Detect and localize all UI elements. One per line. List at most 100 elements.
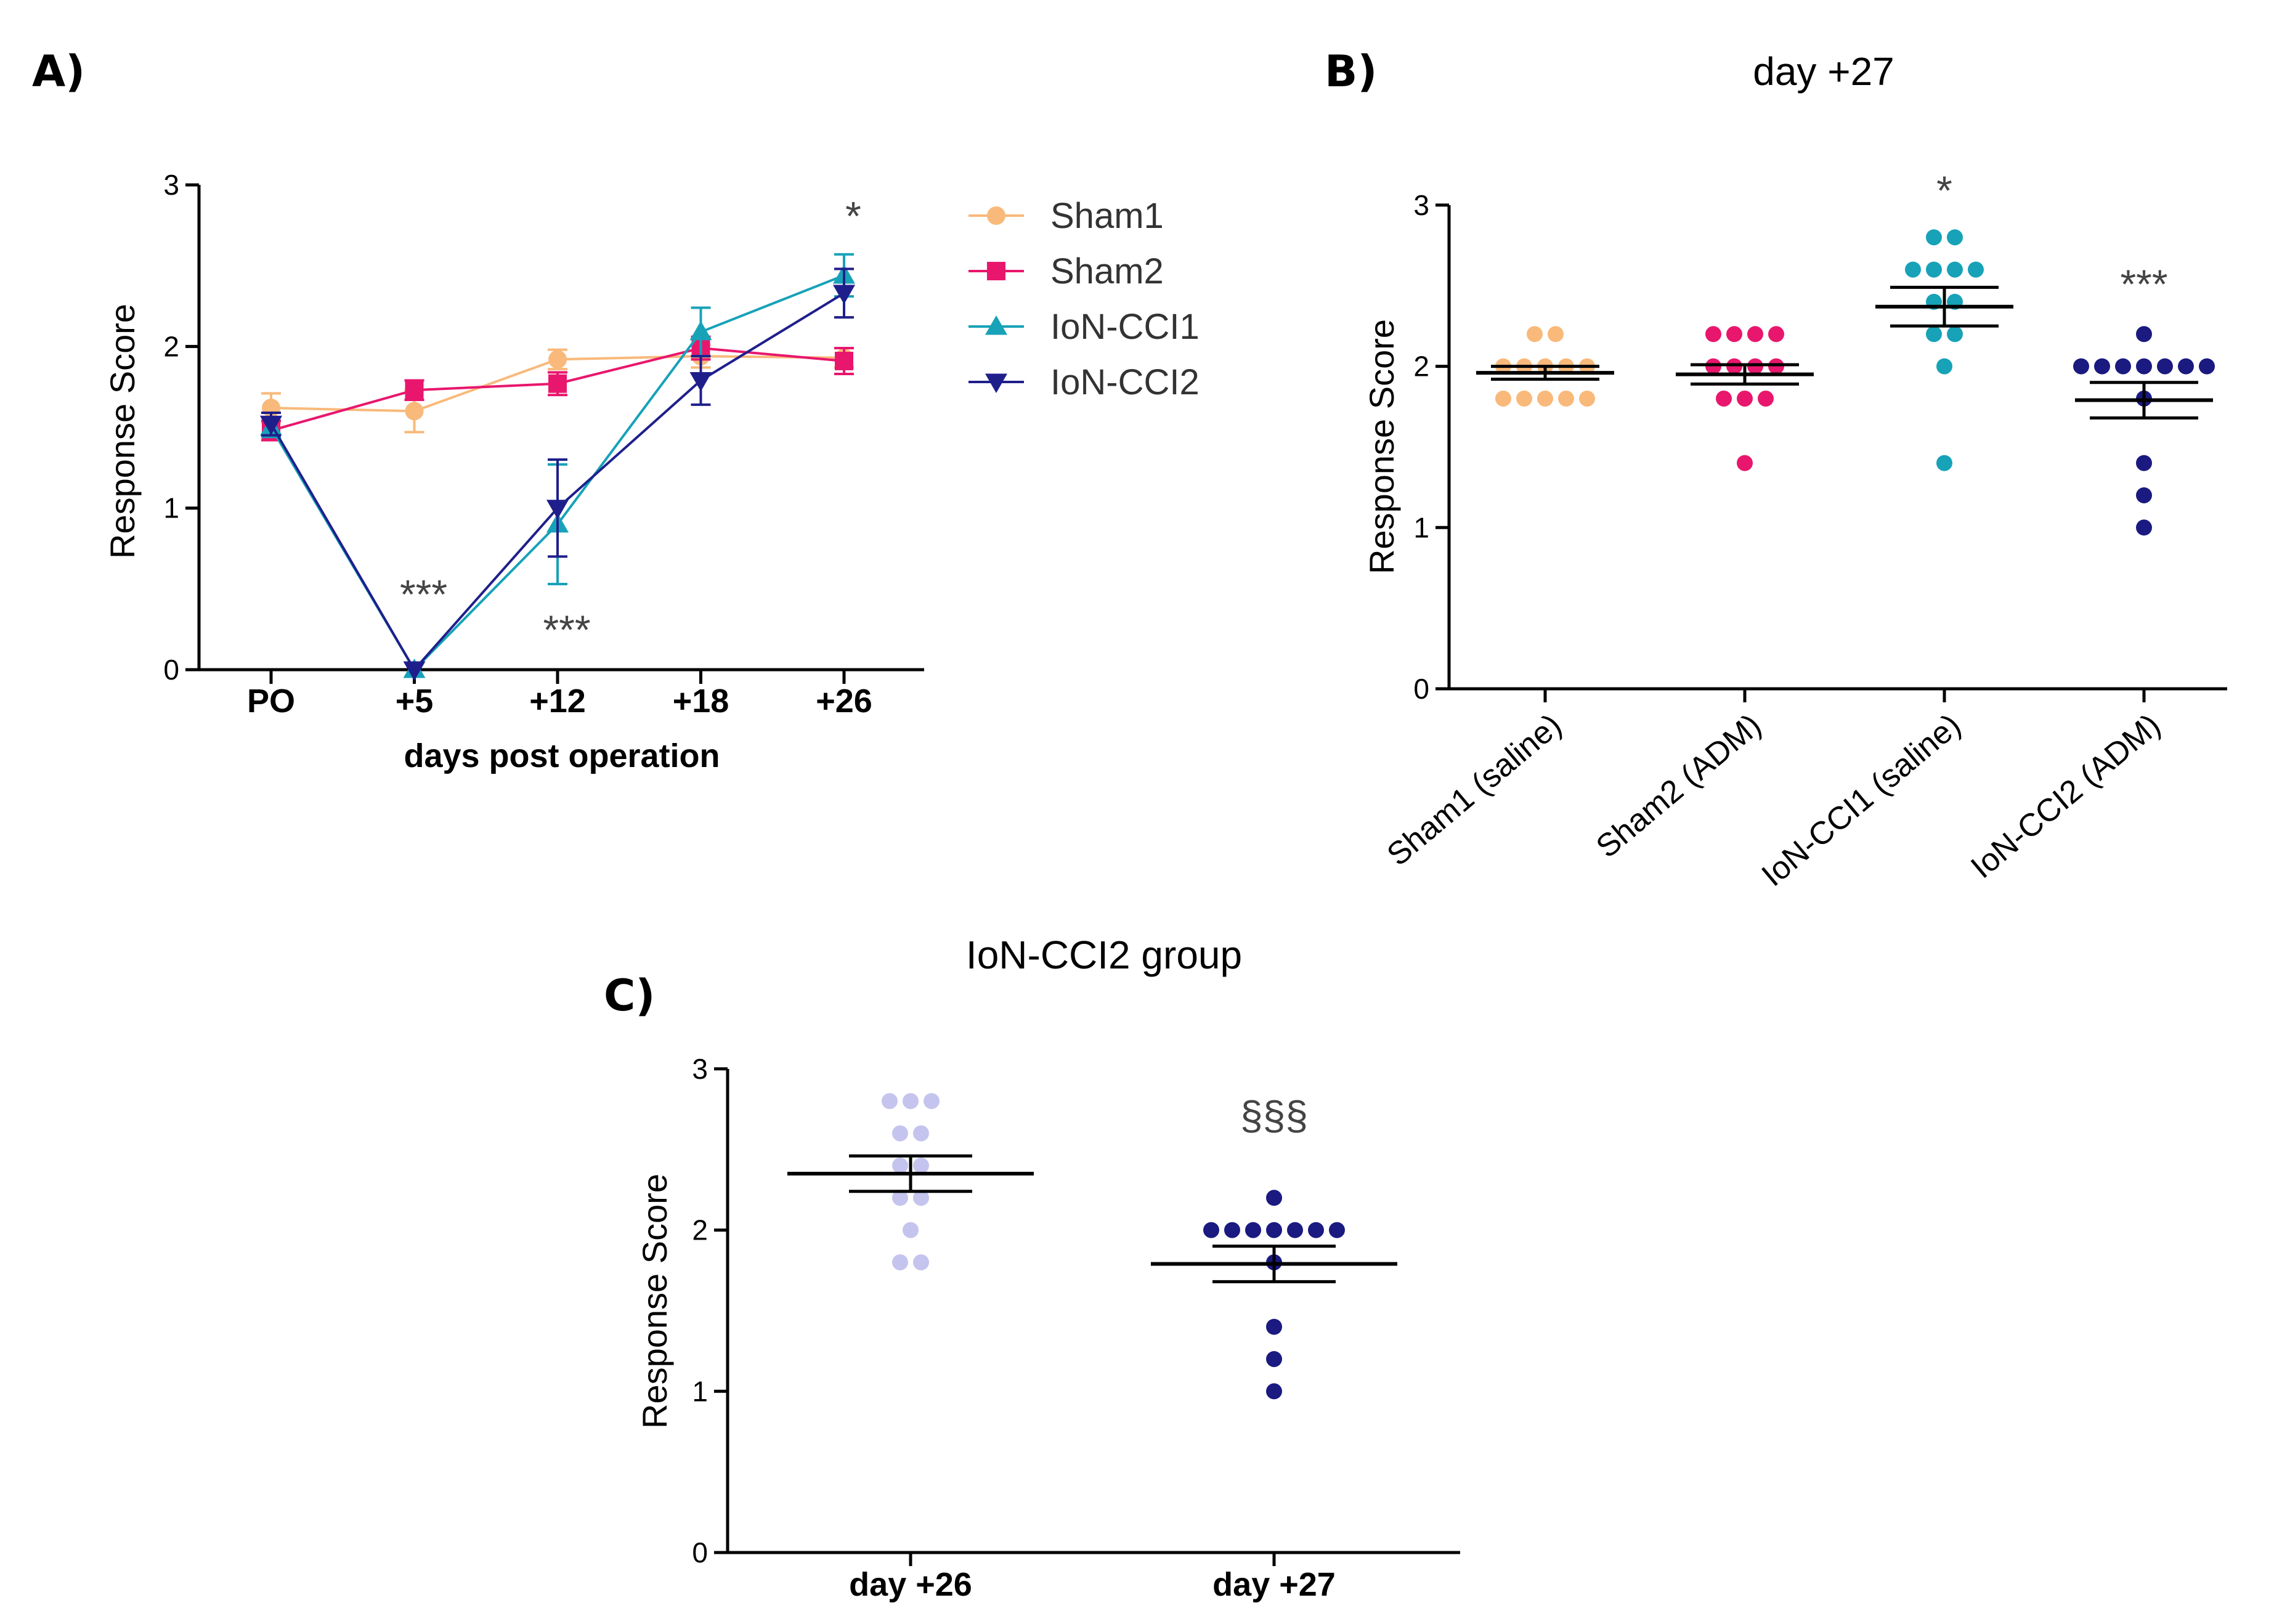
data-point [689, 320, 712, 341]
data-point [913, 1254, 929, 1270]
data-point [2157, 358, 2173, 375]
data-point [1737, 455, 1753, 471]
panel-a-x-axis-label: days post operation [404, 737, 720, 774]
data-point [1758, 390, 1774, 407]
data-point [903, 1093, 919, 1110]
x-tick-label: +18 [673, 683, 729, 720]
data-point [1936, 455, 1952, 471]
group-1 [1676, 326, 1814, 471]
legend-label: Sham2 [1050, 251, 1164, 291]
data-point [1308, 1222, 1324, 1238]
panel-b-dot-plot: day +27 Response Score 0 1 2 3 Sham1 (salin… [1362, 49, 2227, 893]
data-point [546, 500, 569, 519]
data-point [1266, 1222, 1282, 1238]
x-tick-label: PO [247, 683, 295, 720]
data-point [913, 1190, 929, 1206]
legend-label: IoN-CCI1 [1050, 307, 1200, 347]
x-tick-label: +5 [396, 683, 434, 720]
legend-marker [987, 262, 1005, 280]
data-point [1245, 1222, 1261, 1238]
data-point [1926, 229, 1942, 246]
data-point [2199, 358, 2215, 375]
data-point [548, 350, 567, 369]
data-point [2115, 358, 2131, 375]
data-point [1516, 390, 1532, 407]
significance-marker: * [845, 193, 861, 239]
x-tick-label: +26 [816, 683, 872, 720]
panel-a-y-ticks: 0 1 2 3 [163, 169, 199, 686]
panel-c-groups [787, 1093, 1397, 1400]
data-point [1926, 261, 1942, 278]
data-point [2136, 358, 2152, 375]
data-point [1716, 390, 1732, 407]
data-point [892, 1125, 908, 1142]
data-point [1266, 1318, 1282, 1335]
data-point [1947, 229, 1963, 246]
data-point [1768, 326, 1784, 343]
data-point [1705, 326, 1721, 343]
group-2 [1875, 229, 2013, 471]
data-point [548, 374, 567, 393]
data-point [1548, 326, 1564, 343]
y-tick-label: 2 [692, 1214, 708, 1246]
data-point [1737, 390, 1753, 407]
data-point [2073, 358, 2089, 375]
panel-a-line-chart: Response Score days post operation 0123 … [103, 169, 1200, 774]
data-point [1266, 1350, 1282, 1367]
panel-c-y-ticks: 0 1 2 3 [692, 1053, 728, 1569]
data-point [835, 352, 853, 371]
data-point [1495, 390, 1511, 407]
y-tick-label: 3 [1413, 189, 1429, 221]
panel-c-annotations: §§§ [1240, 1092, 1308, 1138]
panel-label-c: C) [604, 970, 655, 1021]
data-point [1579, 390, 1595, 407]
y-tick-label: 0 [1413, 673, 1429, 705]
data-point [1266, 1190, 1282, 1206]
data-point [2094, 358, 2110, 375]
panel-a-series [260, 253, 855, 681]
data-point [1747, 358, 1763, 375]
data-point [1968, 261, 1984, 278]
data-point [892, 1157, 908, 1174]
data-point [403, 661, 426, 681]
group-3 [2073, 326, 2215, 536]
panel-b-title: day +27 [1753, 49, 1894, 94]
legend-marker [985, 373, 1007, 393]
data-point [913, 1125, 929, 1142]
group-0 [787, 1093, 1034, 1270]
y-tick-label: 3 [692, 1053, 708, 1085]
y-tick-label: 2 [163, 330, 179, 362]
x-tick-label: IoN-CCI1 (saline) [1755, 707, 1968, 894]
legend-label: Sham1 [1050, 196, 1164, 236]
data-point [2136, 455, 2152, 471]
data-point [1726, 358, 1742, 375]
data-point [405, 381, 424, 400]
data-point [833, 285, 855, 304]
series-ion-cci2 [260, 267, 855, 681]
data-point [1329, 1222, 1345, 1238]
panel-b-y-ticks: 0 1 2 3 [1413, 189, 1449, 705]
y-tick-label: 0 [692, 1537, 708, 1569]
data-point [1527, 326, 1543, 343]
panel-b-y-axis-label: Response Score [1362, 319, 1401, 574]
data-point [260, 415, 282, 436]
significance-marker: *** [2120, 261, 2167, 307]
panel-c-title: IoN-CCI2 group [966, 933, 1242, 977]
data-point [2136, 487, 2152, 503]
x-tick-label: Sham1 (saline) [1381, 707, 1569, 873]
data-point [1947, 261, 1963, 278]
y-tick-label: 1 [1413, 511, 1429, 543]
legend-label: IoN-CCI2 [1050, 362, 1200, 402]
x-tick-label: Sham2 (ADM) [1590, 707, 1768, 865]
group-0 [1476, 326, 1614, 407]
x-tick-label: day +26 [849, 1566, 972, 1603]
data-point [892, 1254, 908, 1270]
data-point [1203, 1222, 1219, 1238]
x-tick-label: +12 [529, 683, 586, 720]
panel-b-annotations: **** [1936, 168, 2167, 307]
data-point [1747, 326, 1763, 343]
data-point [1947, 326, 1963, 343]
data-point [892, 1190, 908, 1206]
panel-c-y-axis-label: Response Score [635, 1174, 674, 1429]
